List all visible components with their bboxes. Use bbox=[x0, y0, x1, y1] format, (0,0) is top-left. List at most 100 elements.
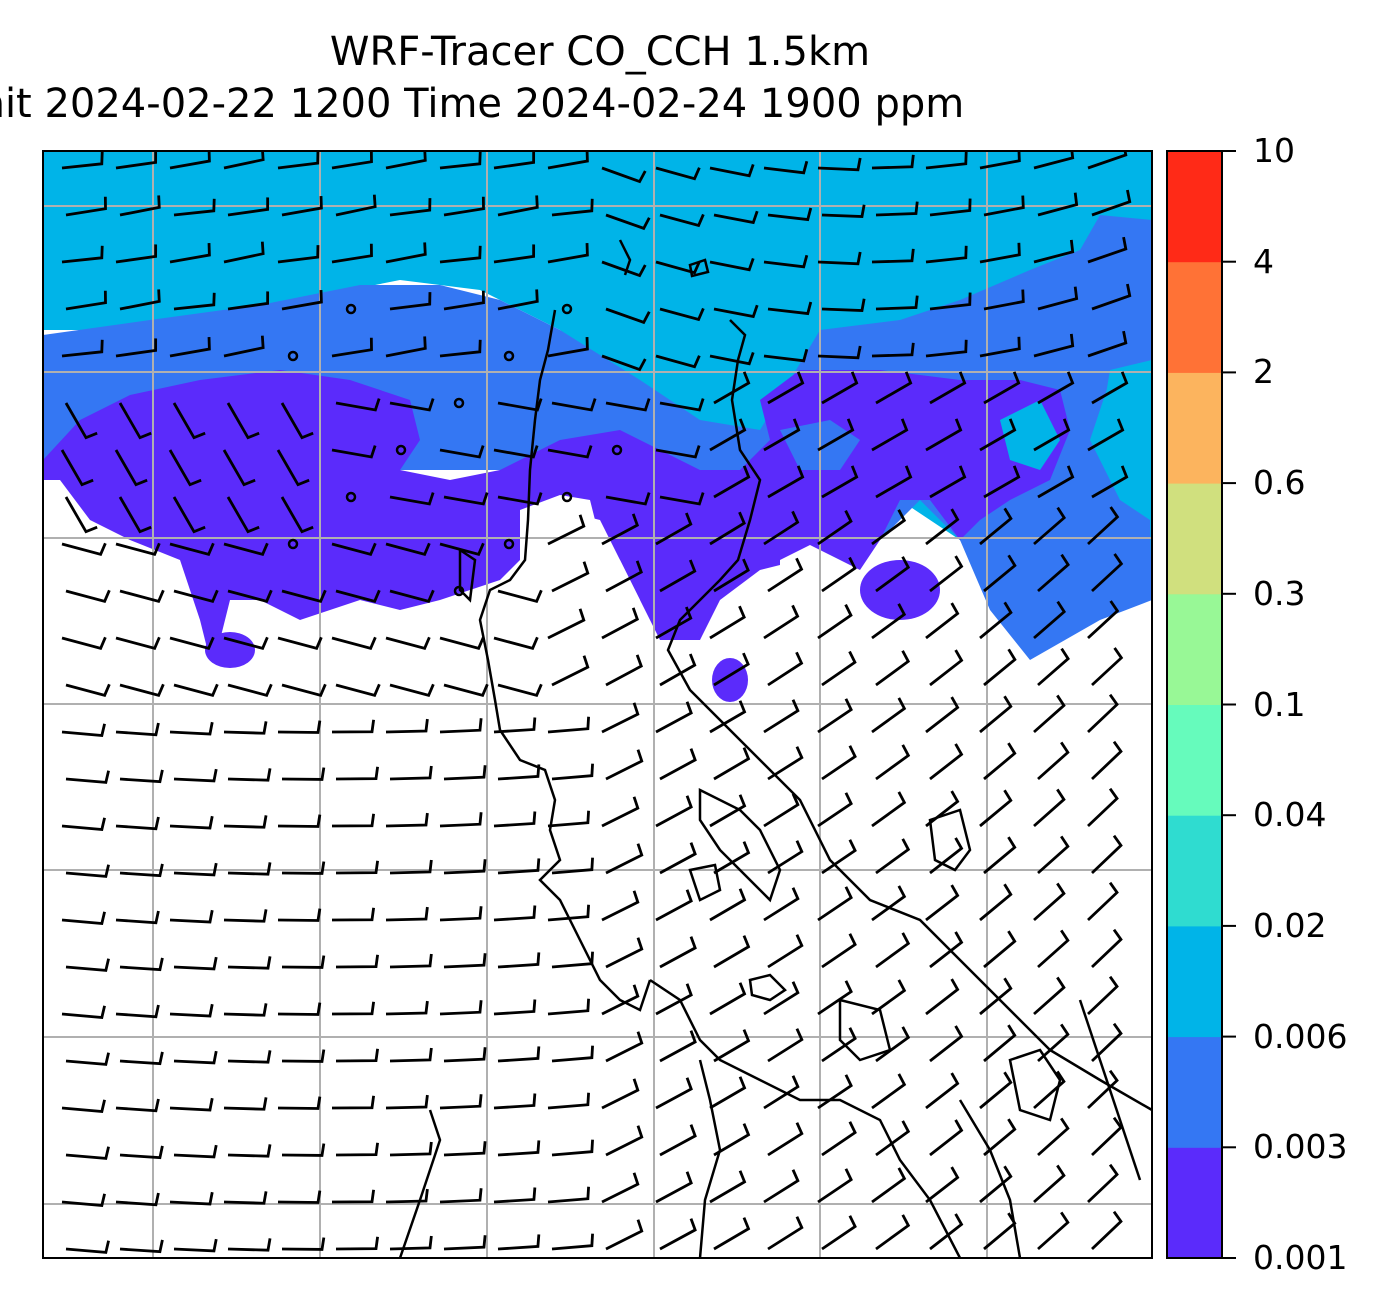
wind-barb bbox=[1037, 553, 1070, 593]
wind-barb bbox=[979, 601, 1013, 640]
wind-barb bbox=[925, 508, 960, 546]
wind-barb bbox=[173, 1050, 218, 1065]
wind-barb bbox=[61, 151, 104, 170]
colorbar-frame bbox=[1166, 150, 1223, 1259]
wind-barb bbox=[115, 636, 161, 651]
wind-barb bbox=[115, 816, 160, 831]
wind-barb bbox=[277, 636, 323, 651]
wind-barb bbox=[655, 889, 693, 922]
wind-barb bbox=[979, 1071, 1013, 1110]
calm-wind-marker bbox=[287, 538, 299, 550]
wind-barb bbox=[1087, 975, 1119, 1016]
wind-barb bbox=[169, 815, 214, 830]
wind-barb bbox=[227, 1144, 272, 1158]
calm-wind-marker bbox=[611, 444, 623, 456]
wind-barb bbox=[871, 342, 915, 358]
wind-barb bbox=[713, 747, 751, 781]
wind-barb bbox=[385, 718, 429, 734]
wind-barb bbox=[281, 196, 323, 217]
wind-barb bbox=[659, 398, 705, 412]
wind-barb bbox=[331, 907, 376, 922]
wind-barb bbox=[173, 1144, 218, 1159]
wind-barb bbox=[493, 811, 537, 828]
wind-barb bbox=[1033, 239, 1075, 264]
wind-barb bbox=[493, 636, 539, 651]
wind-barb bbox=[713, 1029, 751, 1063]
wind-barb bbox=[443, 953, 487, 969]
wind-barb bbox=[655, 1171, 693, 1204]
wind-barb bbox=[817, 157, 862, 172]
wind-barb bbox=[601, 702, 640, 734]
wind-barb bbox=[61, 911, 106, 925]
wind-barb bbox=[767, 934, 804, 969]
wind-barb bbox=[223, 1003, 268, 1017]
wind-barb bbox=[875, 465, 913, 499]
wind-barb bbox=[223, 335, 265, 358]
wind-barb bbox=[335, 860, 379, 875]
wind-barb bbox=[169, 721, 214, 736]
wind-barb bbox=[655, 445, 701, 459]
wind-barb bbox=[115, 1098, 160, 1113]
wind-barb bbox=[929, 931, 964, 969]
wind-barb bbox=[979, 507, 1013, 546]
wind-barb bbox=[925, 339, 968, 358]
wind-barb bbox=[547, 151, 589, 170]
wind-barb bbox=[817, 980, 853, 1016]
wind-barb bbox=[497, 492, 543, 506]
wind-barb bbox=[871, 418, 909, 452]
wind-barb bbox=[61, 245, 104, 264]
wind-barb bbox=[115, 338, 158, 358]
wind-barb bbox=[1091, 371, 1129, 405]
wind-barb bbox=[443, 859, 487, 875]
wind-barb bbox=[605, 398, 651, 412]
wind-barb bbox=[335, 683, 381, 698]
wind-barb bbox=[227, 768, 272, 782]
wind-barb bbox=[439, 1188, 483, 1204]
wind-barb bbox=[172, 496, 206, 534]
wind-barb bbox=[114, 449, 148, 487]
wind-barb bbox=[169, 151, 211, 170]
wind-barb bbox=[925, 418, 963, 452]
colorbar-tick-label: 4 bbox=[1253, 241, 1274, 281]
wind-barb bbox=[767, 1216, 804, 1251]
wind-barb bbox=[605, 213, 651, 231]
wind-barb bbox=[493, 1093, 537, 1110]
wind-barb bbox=[659, 559, 697, 593]
wind-barb bbox=[61, 339, 104, 358]
wind-barb bbox=[547, 716, 590, 734]
wind-barb bbox=[1091, 1210, 1123, 1251]
wind-barb bbox=[277, 1096, 322, 1110]
wind-barb bbox=[875, 1026, 911, 1063]
wind-barb bbox=[385, 1000, 429, 1016]
wind-barb bbox=[389, 1235, 433, 1251]
wind-barb bbox=[1037, 647, 1070, 687]
colorbar-segment bbox=[1167, 1147, 1222, 1259]
wind-barb bbox=[173, 683, 219, 698]
wind-barb bbox=[1033, 882, 1066, 922]
wind-barb bbox=[1033, 600, 1067, 640]
wind-barb bbox=[817, 345, 862, 360]
colorbar-segment bbox=[1167, 261, 1222, 373]
colorbar-tick-label: 0.1 bbox=[1253, 684, 1306, 724]
wind-barb bbox=[763, 981, 800, 1016]
wind-barb bbox=[929, 837, 964, 875]
wind-barb bbox=[929, 743, 964, 781]
wind-barb bbox=[821, 465, 859, 499]
colorbar bbox=[1167, 150, 1236, 1259]
wind-barb bbox=[871, 1167, 907, 1204]
wind-barb bbox=[547, 1092, 590, 1110]
wind-barb bbox=[169, 1097, 214, 1112]
wind-barb bbox=[709, 511, 746, 546]
wind-barb bbox=[817, 603, 853, 640]
wind-barb bbox=[763, 699, 800, 734]
wind-barb bbox=[169, 1003, 214, 1018]
wind-barb bbox=[385, 906, 429, 922]
wind-barb bbox=[551, 655, 590, 687]
map-gridlines bbox=[43, 151, 1152, 1258]
wind-barb bbox=[979, 1165, 1013, 1204]
wind-barb bbox=[763, 254, 809, 269]
wind-barb bbox=[929, 649, 964, 687]
wind-barb bbox=[875, 295, 919, 311]
wind-barb bbox=[497, 683, 543, 698]
wind-barb bbox=[983, 930, 1017, 969]
